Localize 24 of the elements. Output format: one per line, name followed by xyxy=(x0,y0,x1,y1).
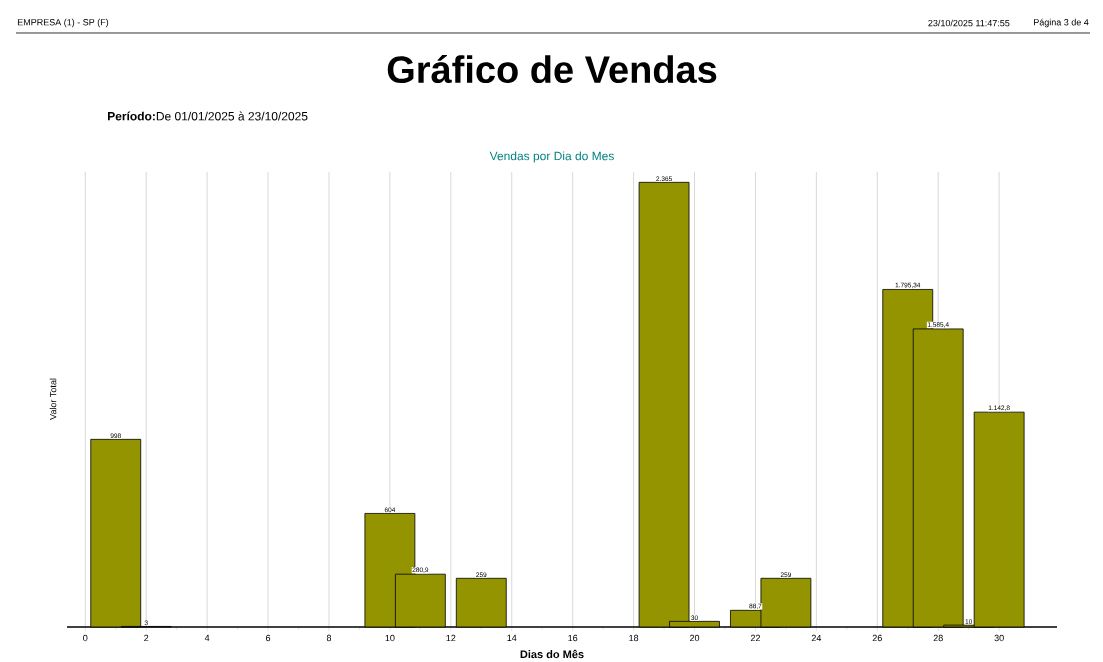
x-tick-label: 6 xyxy=(266,634,271,642)
x-tick-label: 22 xyxy=(750,634,760,642)
x-tick-label: 4 xyxy=(204,634,210,641)
x-tick-label: 0 xyxy=(83,634,88,642)
y-axis-title: Valor Total xyxy=(49,378,57,420)
text: Vendas por Dia do Mes xyxy=(489,151,614,163)
x-tick-label: 26 xyxy=(872,634,882,642)
x-tick-label: 24 xyxy=(811,634,822,642)
x-tick-label: 8 xyxy=(326,634,332,642)
x-tick-label: 30 xyxy=(994,634,1004,642)
chart-subtitle: Período:De 01/01/2025 à 23/10/2025 xyxy=(108,111,308,121)
x-tick-label: 20 xyxy=(689,634,700,642)
x-tick-label: 28 xyxy=(933,634,943,642)
x-tick-label: 2 xyxy=(144,634,149,642)
x-tick-label: 18 xyxy=(629,634,639,642)
x-tick-label: 10 xyxy=(385,634,395,642)
text: EMPRESA (1) - SP (F) xyxy=(17,18,109,28)
x-tick-label: 16 xyxy=(568,634,578,642)
x-axis-title: Dias do Mês xyxy=(520,649,584,659)
chart-title: Gráfico de Vendas xyxy=(387,54,717,84)
text: 23/10/2025 11:47:55 xyxy=(928,19,1010,27)
x-tick-label: 12 xyxy=(446,634,456,642)
text: Página 3 de 4 xyxy=(1034,18,1089,28)
x-tick-label: 14 xyxy=(507,634,517,641)
